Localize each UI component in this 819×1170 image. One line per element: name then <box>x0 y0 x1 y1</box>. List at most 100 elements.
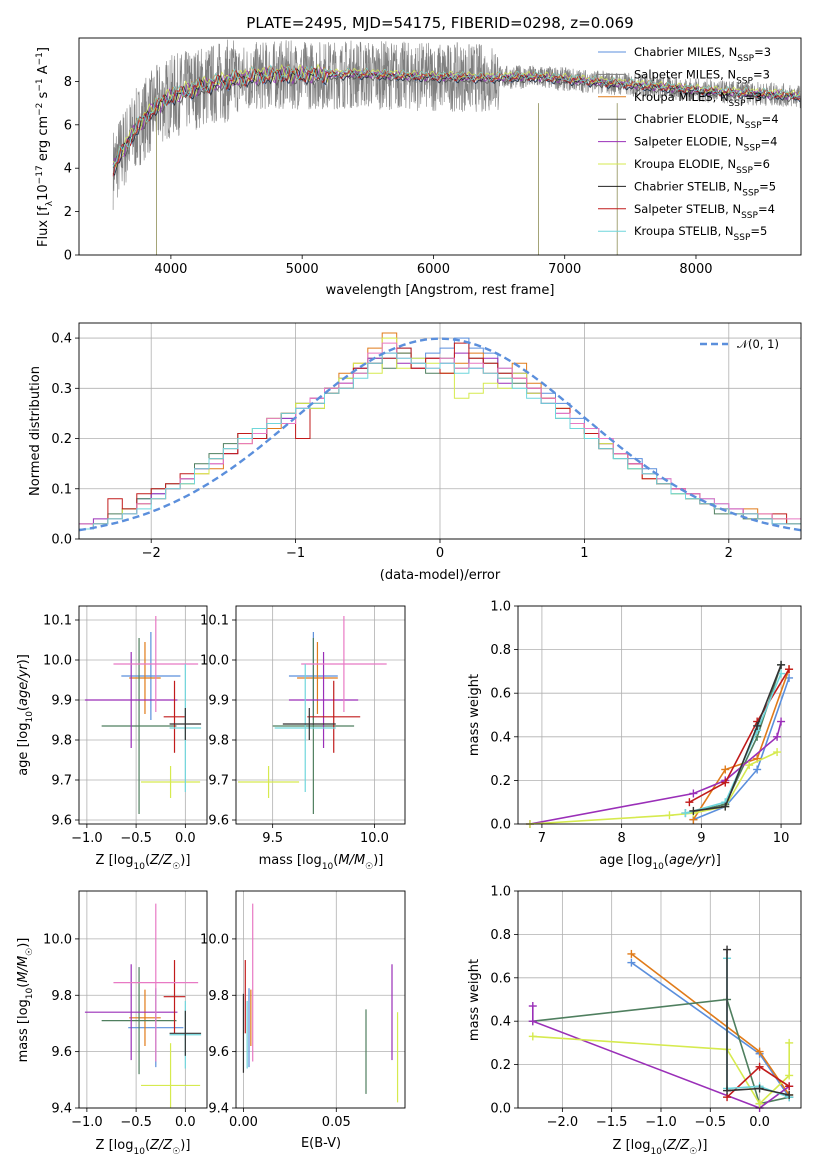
mass-weight-line <box>726 949 790 1096</box>
label-part: )] <box>16 654 31 664</box>
label-part: ( <box>145 853 150 868</box>
label-part: age [log <box>599 853 652 868</box>
label-part: ☉ <box>25 948 35 956</box>
legend-label: Salpeter MILES, NSSP=3 <box>634 67 770 86</box>
y-tick-label: 0 <box>64 249 72 264</box>
x-tick-label: −0.5 <box>120 831 152 846</box>
x-tick-label: 5000 <box>286 262 319 277</box>
label-part: SSP <box>729 99 746 109</box>
chart-title: PLATE=2495, MJD=54175, FIBERID=0298, z=0… <box>246 14 633 32</box>
x-tick-label: 0 <box>436 546 444 561</box>
y-tick-label: 9.6 <box>208 1045 229 1060</box>
label-part: )] <box>180 1138 190 1153</box>
label-part: =4 <box>761 135 778 149</box>
mass-weight-line <box>693 677 790 821</box>
label-part: age/yr <box>16 663 31 706</box>
x-tick-label: −1.5 <box>596 1115 628 1130</box>
label-part: M/M <box>338 853 365 868</box>
normal-curve <box>79 337 801 532</box>
y-tick-label: 9.6 <box>51 1045 72 1060</box>
label-part: erg cm <box>36 116 51 165</box>
label-part: Kroupa MILES, N <box>634 90 729 104</box>
mass-weight-line <box>692 668 790 821</box>
y-tick-label: 9.9 <box>208 694 229 709</box>
y-tick-label: 0.8 <box>490 643 511 658</box>
y-tick-label: 0.3 <box>51 382 72 397</box>
y-tick-label: 9.8 <box>51 989 72 1004</box>
label-part: ☉ <box>172 862 180 872</box>
label-part: mass [log <box>259 853 322 868</box>
legend-label: Kroupa ELODIE, NSSP=6 <box>634 157 770 176</box>
y-tick-label: 9.7 <box>51 774 72 789</box>
label-part: Kroupa STELIB, N <box>634 224 734 238</box>
label-part: =3 <box>754 45 771 59</box>
legend-label: Chabrier MILES, NSSP=3 <box>634 45 771 64</box>
x-tick-label: −0.5 <box>120 1115 152 1130</box>
y-tick-label: 0.4 <box>490 1015 511 1030</box>
y-tick-label: 0.4 <box>490 730 511 745</box>
x-tick-label: 7 <box>538 831 546 846</box>
model-spectrum <box>112 67 801 176</box>
y-tick-label: 9.7 <box>208 774 229 789</box>
x-tick-label: −1.0 <box>71 831 103 846</box>
label-part: =6 <box>753 157 770 171</box>
histogram-step <box>79 352 801 539</box>
label-part: SSP <box>742 188 759 198</box>
x-tick-label: −1.0 <box>645 1115 677 1130</box>
label-part: −2 <box>35 103 45 116</box>
y-tick-label: 0.2 <box>490 1058 511 1073</box>
mass-vs-Z-panel: −1.0 −0.5 0.09.49.69.810.0Z [log10(Z/Z☉)]m… <box>16 890 208 1157</box>
y-tick-label: 9.9 <box>51 694 72 709</box>
y-tick-label: 0.6 <box>490 687 511 702</box>
label-part: Salpeter STELIB, N <box>634 202 741 216</box>
y-tick-label: 0.0 <box>490 818 511 833</box>
x-tick-label: 4000 <box>154 262 187 277</box>
model-spectrum <box>112 65 800 165</box>
label-part: ( <box>333 853 338 868</box>
label-part: Salpeter ELODIE, N <box>634 135 744 149</box>
label-part: ( <box>16 706 31 711</box>
mass-weight-line <box>532 1006 790 1108</box>
axes-frame <box>235 890 406 1109</box>
spectrum-panel: 4000 5000 6000 7000 8000 0 2 4 6 8 PLATE=2495, MJD… <box>35 14 802 298</box>
y-tick-label: 9.8 <box>208 989 229 1004</box>
label-part: ( <box>662 1138 667 1153</box>
y-tick-label: 9.8 <box>51 734 72 749</box>
y-tick-label: 9.8 <box>208 734 229 749</box>
x-tick-label: 0.05 <box>322 1115 351 1130</box>
label-part: =3 <box>745 90 762 104</box>
label-part: Chabrier ELODIE, N <box>634 112 745 126</box>
model-spectrum <box>112 64 801 167</box>
y-tick-label: 4 <box>64 162 72 177</box>
y-tick-label: 10.0 <box>200 654 229 669</box>
label-part: Z [log <box>96 853 134 868</box>
label-part: SSP <box>736 76 753 86</box>
label-part: )] <box>373 853 383 868</box>
label-part: 10 <box>650 1147 662 1157</box>
label-part: Chabrier STELIB, N <box>634 179 742 193</box>
x-axis-label: Z [log10(Z/Z☉)] <box>613 1138 708 1157</box>
x-tick-label: −1 <box>286 546 305 561</box>
age-vs-Z-panel: −1.0 −0.5 0.09.69.79.89.910.010.1Z [log10(… <box>16 605 208 872</box>
x-tick-label: 8000 <box>679 262 712 277</box>
legend-label: Salpeter ELODIE, NSSP=4 <box>634 135 777 154</box>
x-tick-label: −1.0 <box>71 1115 103 1130</box>
mass-weight-line <box>693 664 782 812</box>
x-tick-label: 10.0 <box>360 831 389 846</box>
label-part: Z/Z <box>149 1138 173 1153</box>
observed-spectrum <box>112 39 801 210</box>
label-part: A <box>36 65 51 78</box>
label-part: ☉ <box>365 862 373 872</box>
y-tick-label: 10.0 <box>43 932 72 947</box>
y-tick-label: 9.6 <box>51 814 72 829</box>
y-axis-label: age [log10(age/yr)] <box>16 654 35 776</box>
residuals-panel: −2 −1 0 1 2 0.0 0.1 0.2 0.3 0.4 (data-model)/error… <box>28 322 802 583</box>
y-tick-label: 10.0 <box>200 932 229 947</box>
x-tick-label: 6000 <box>417 262 450 277</box>
label-part: 10 <box>25 711 35 723</box>
y-tick-label: 9.6 <box>208 814 229 829</box>
label-part: =5 <box>759 179 776 193</box>
x-tick-label: 1 <box>580 546 588 561</box>
